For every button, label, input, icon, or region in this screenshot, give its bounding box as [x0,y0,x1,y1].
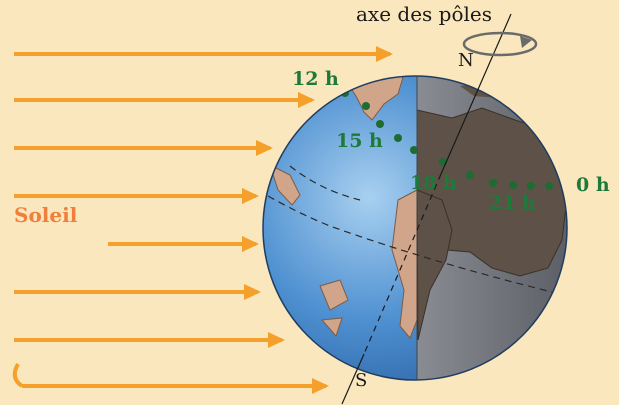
sun-label: Soleil [14,203,78,227]
continent-africa-east [417,189,453,341]
globe-outline [262,75,568,381]
polar-axis-south [341,353,365,405]
track-dot [489,179,497,187]
latitude-track [289,165,361,201]
sun-ray-arrow-head [256,140,273,156]
polar-axis-label: axe des pôles [356,2,492,26]
hour-label-21: 21 h [489,192,536,214]
south-pole-label: S [355,370,368,391]
track-dot [545,182,553,190]
rotation-arrow-icon [462,31,538,57]
sun-ray-arrow-head [268,332,285,348]
sun-ray-arrow-head [312,378,329,394]
island-west [319,279,349,311]
sun-ray-arrow-head [376,46,393,62]
island-south [320,317,343,337]
equator-line [267,195,561,295]
hour-label-18: 18 h [410,172,457,194]
continent-south-america-west [269,164,301,206]
sun-ray-arrow-head [244,284,261,300]
sun-ray-arrow-head [242,236,259,252]
sun-ray-arrow-head [242,188,259,204]
track-dot [362,102,370,110]
north-pole-label: N [458,50,474,71]
track-dot [376,120,384,128]
track-dot [527,182,535,190]
sun-ray-arrow-head [298,92,315,108]
track-dot [509,181,517,189]
track-dot [410,146,418,154]
track-dot [394,134,402,142]
hour-label-12: 12 h [292,68,339,90]
polar-axis [440,13,512,175]
hour-label-0: 0 h [576,174,610,196]
hour-label-15: 15 h [336,130,383,152]
sun-ray-curl [12,363,24,388]
sun-rays [12,46,393,394]
track-dot [466,171,474,179]
